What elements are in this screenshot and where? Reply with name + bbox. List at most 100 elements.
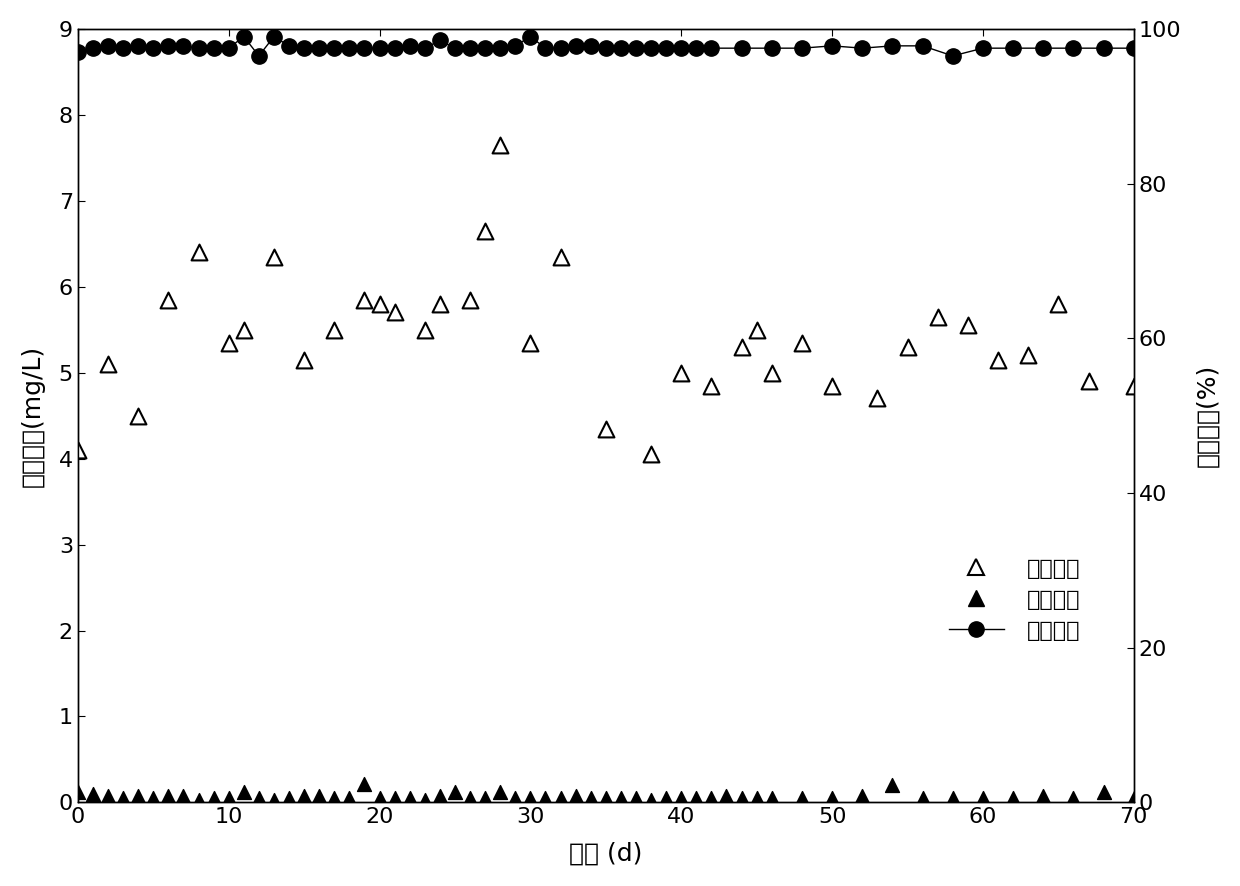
- 进水总磷: [294, 353, 314, 367]
- 出水总磷: [188, 793, 208, 807]
- 出水总磷: [325, 791, 345, 805]
- 进水总磷: [475, 224, 495, 238]
- 出水总磷: [294, 789, 314, 804]
- Y-axis label: 除磷效率(%): 除磷效率(%): [1195, 364, 1219, 467]
- 出水总磷: [445, 785, 465, 799]
- 出水总磷: [68, 785, 88, 799]
- 出水总磷: [580, 791, 600, 805]
- 进水总磷: [264, 250, 284, 264]
- 进水总磷: [128, 408, 148, 423]
- 进水总磷: [430, 297, 450, 311]
- 出水总磷: [113, 791, 133, 805]
- 出水总磷: [399, 791, 419, 805]
- 除磷效率: [673, 43, 688, 53]
- 进水总磷: [596, 422, 616, 436]
- 出水总磷: [746, 791, 766, 805]
- 出水总磷: [234, 785, 254, 799]
- 出水总磷: [506, 791, 526, 805]
- 进水总磷: [521, 336, 541, 350]
- 进水总磷: [460, 292, 480, 307]
- 出水总磷: [475, 791, 495, 805]
- 出水总磷: [596, 791, 616, 805]
- 出水总磷: [641, 793, 661, 807]
- 出水总磷: [340, 791, 360, 805]
- 进水总磷: [702, 378, 722, 392]
- 进水总磷: [1049, 297, 1069, 311]
- 进水总磷: [641, 447, 661, 462]
- 进水总磷: [928, 310, 947, 324]
- 除磷效率: [689, 43, 704, 53]
- Legend: 进水总磷, 出水总磷, 除磷效率: 进水总磷, 出水总磷, 除磷效率: [937, 548, 1091, 652]
- 除磷效率: [1126, 43, 1141, 53]
- 进水总磷: [746, 323, 766, 337]
- 出水总磷: [384, 791, 404, 805]
- 出水总磷: [717, 789, 737, 803]
- 出水总磷: [1064, 791, 1084, 805]
- 进水总磷: [159, 292, 179, 307]
- 进水总磷: [355, 292, 374, 307]
- 进水总磷: [822, 378, 842, 392]
- 出水总磷: [309, 789, 329, 803]
- 进水总磷: [218, 336, 238, 350]
- 出水总磷: [460, 791, 480, 805]
- 进水总磷: [415, 323, 435, 337]
- 出水总磷: [249, 791, 269, 805]
- 出水总磷: [264, 793, 284, 807]
- 进水总磷: [761, 366, 781, 380]
- 进水总磷: [792, 336, 812, 350]
- 出水总磷: [279, 791, 299, 805]
- 出水总磷: [565, 789, 585, 803]
- 除磷效率: [327, 43, 342, 53]
- 出水总磷: [761, 791, 781, 805]
- 出水总磷: [128, 789, 148, 803]
- 出水总磷: [852, 789, 872, 803]
- 出水总磷: [1094, 785, 1114, 799]
- 进水总磷: [490, 138, 510, 152]
- 出水总磷: [521, 791, 541, 805]
- 出水总磷: [1033, 789, 1053, 803]
- 出水总磷: [883, 778, 903, 792]
- 进水总磷: [384, 306, 404, 320]
- 出水总磷: [490, 785, 510, 799]
- 出水总磷: [611, 791, 631, 805]
- 出水总磷: [159, 789, 179, 804]
- 进水总磷: [898, 339, 918, 354]
- 出水总磷: [203, 791, 223, 805]
- 出水总磷: [792, 791, 812, 805]
- 进水总磷: [1123, 378, 1143, 392]
- 进水总磷: [551, 250, 570, 264]
- 出水总磷: [536, 791, 556, 805]
- 进水总磷: [325, 323, 345, 337]
- 出水总磷: [1123, 791, 1143, 805]
- 进水总磷: [98, 357, 118, 371]
- 除磷效率: [463, 43, 477, 53]
- 进水总磷: [868, 392, 888, 406]
- 出水总磷: [687, 791, 707, 805]
- 进水总磷: [188, 245, 208, 260]
- 出水总磷: [822, 791, 842, 805]
- 进水总磷: [959, 318, 978, 332]
- 出水总磷: [671, 791, 691, 805]
- 进水总磷: [370, 297, 389, 311]
- X-axis label: 时间 (d): 时间 (d): [569, 841, 642, 865]
- 除磷效率: [100, 41, 115, 51]
- 出水总磷: [83, 787, 103, 801]
- 进水总磷: [732, 339, 751, 354]
- 出水总磷: [174, 789, 193, 803]
- 出水总磷: [1003, 791, 1023, 805]
- 出水总磷: [626, 791, 646, 805]
- 进水总磷: [234, 323, 254, 337]
- 出水总磷: [551, 791, 570, 805]
- 除磷效率: [252, 51, 267, 61]
- 出水总磷: [430, 789, 450, 803]
- 出水总磷: [370, 791, 389, 805]
- 出水总磷: [218, 791, 238, 805]
- 除磷效率: [237, 31, 252, 42]
- 出水总磷: [415, 793, 435, 807]
- 进水总磷: [1079, 374, 1099, 388]
- 出水总磷: [732, 791, 751, 805]
- Y-axis label: 总磷浓度(mg/L): 总磷浓度(mg/L): [21, 345, 45, 486]
- 除磷效率: [71, 47, 86, 58]
- 出水总磷: [942, 791, 962, 805]
- 除磷效率: [115, 43, 130, 53]
